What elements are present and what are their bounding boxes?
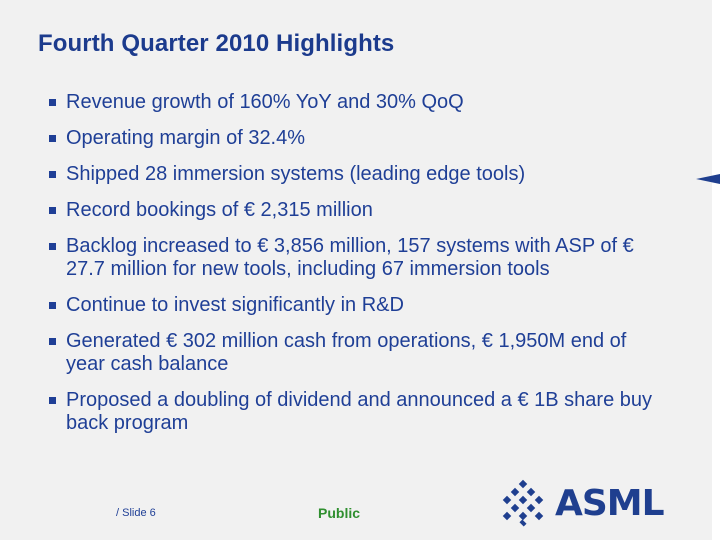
asml-diamond-logo-icon (502, 479, 544, 527)
highlights-list: Revenue growth of 160% YoY and 30% QoQ O… (46, 91, 666, 448)
classification-label: Public (318, 505, 361, 521)
bullet-immersion-systems: Shipped 28 immersion systems (leading ed… (46, 163, 666, 186)
slide-number: / Slide 6 (116, 507, 156, 519)
right-edge-strip (712, 0, 720, 540)
bullet-record-bookings: Record bookings of € 2,315 million (46, 199, 666, 222)
bullet-backlog: Backlog increased to € 3,856 million, 15… (46, 235, 666, 281)
bullet-cash-generation: Generated € 302 million cash from operat… (46, 330, 666, 376)
bullet-revenue-growth: Revenue growth of 160% YoY and 30% QoQ (46, 91, 666, 114)
triangle-marker-icon (696, 174, 720, 184)
bullet-operating-margin: Operating margin of 32.4% (46, 127, 666, 150)
asml-logo: ASML (498, 479, 665, 527)
bullet-dividend-buyback: Proposed a doubling of dividend and anno… (46, 389, 666, 435)
asml-logo-text: ASML (555, 483, 665, 524)
bullet-rd-investment: Continue to invest significantly in R&D (46, 294, 666, 317)
slide-title: Fourth Quarter 2010 Highlights (38, 30, 395, 57)
